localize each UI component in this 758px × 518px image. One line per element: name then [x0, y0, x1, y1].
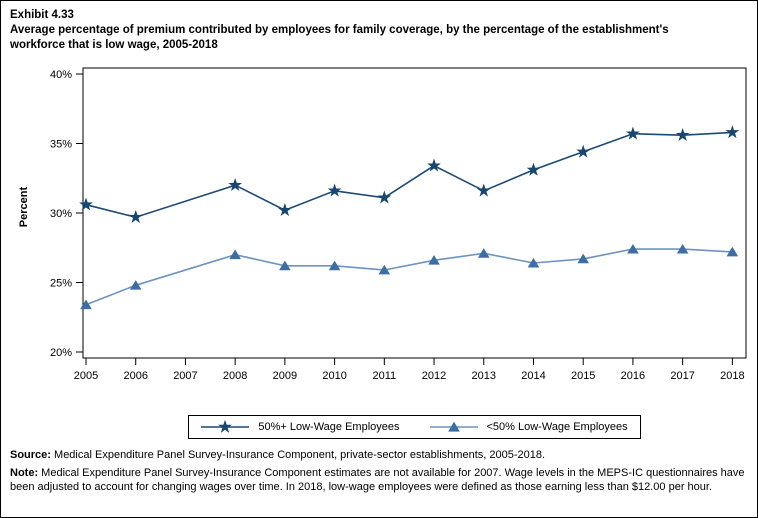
star-marker	[228, 178, 243, 192]
y-tick-label: 30%	[50, 208, 72, 220]
x-tick-label: 2007	[173, 370, 197, 382]
y-axis-title: Percent	[18, 186, 30, 227]
star-marker	[526, 162, 541, 176]
star-marker	[327, 183, 342, 197]
y-tick-label: 20%	[50, 347, 72, 359]
note-text: Medical Expenditure Panel Survey-Insuran…	[10, 466, 745, 494]
triangle-marker	[428, 255, 440, 265]
star-line-marker-icon	[201, 419, 250, 433]
x-tick-label: 2017	[670, 370, 694, 382]
x-tick-label: 2012	[422, 370, 446, 382]
star-marker	[725, 125, 740, 139]
note-label: Note:	[10, 466, 39, 479]
x-tick-label: 2016	[621, 370, 645, 382]
legend-entry-50plus-low-wage: 50%+ Low-Wage Employees	[201, 419, 400, 435]
star-marker	[626, 126, 640, 140]
legend-wrap: 50%+ Low-Wage Employees <50% Low-Wage Em…	[83, 415, 746, 439]
exhibit-number: Exhibit 4.33	[10, 9, 74, 21]
series-line-0	[85, 131, 733, 219]
y-tick-label: 35%	[50, 139, 72, 151]
legend-star-icon	[218, 419, 233, 433]
footnotes: Source: Medical Expenditure Panel Survey…	[10, 448, 752, 498]
x-tick-label: 2005	[74, 370, 98, 382]
legend-entry-under50-low-wage: <50% Low-Wage Employees	[429, 419, 628, 435]
star-marker	[278, 203, 292, 217]
triangle-line-marker-icon	[429, 421, 478, 432]
x-tick-label: 2018	[720, 370, 744, 382]
triangle-marker	[477, 248, 490, 258]
method-note: Note: Medical Expenditure Panel Survey-I…	[10, 466, 752, 495]
star-marker	[377, 190, 392, 204]
legend-label: <50% Low-Wage Employees	[486, 421, 628, 433]
y-tick-label: 40%	[50, 69, 72, 81]
source-text: Medical Expenditure Panel Survey-Insuran…	[54, 449, 546, 461]
y-tick-label: 25%	[50, 278, 72, 290]
triangle-marker	[527, 257, 540, 268]
legend-triangle-icon	[447, 421, 460, 432]
x-tick-label: 2009	[273, 370, 297, 382]
x-tick-label: 2015	[571, 370, 595, 382]
star-marker	[675, 127, 690, 141]
star-marker	[79, 197, 93, 211]
line-chart: 20% 25% 30% 35% 40% 2005 2006 2007 2008 2009 2010 2…	[18, 67, 747, 382]
triangle-marker	[627, 243, 639, 254]
star-marker	[576, 144, 591, 158]
triangle-marker	[129, 280, 142, 290]
triangle-marker	[577, 253, 589, 264]
x-tick-label: 2013	[472, 370, 496, 382]
plot-frame	[82, 67, 747, 359]
chart-title: Average percentage of premium contribute…	[10, 23, 669, 51]
star-marker	[427, 158, 441, 172]
x-tick-label: 2008	[223, 370, 247, 382]
legend-label: 50%+ Low-Wage Employees	[258, 421, 400, 433]
source-label: Source:	[10, 449, 51, 461]
title-block: Exhibit 4.33 Average percentage of premi…	[10, 8, 710, 53]
x-tick-label: 2006	[123, 370, 147, 382]
triangle-marker	[726, 246, 739, 257]
triangle-marker	[80, 299, 92, 310]
x-tick-label: 2010	[322, 370, 346, 382]
x-tick-label: 2011	[372, 370, 396, 382]
legend: 50%+ Low-Wage Employees <50% Low-Wage Em…	[188, 415, 641, 439]
source-note: Source: Medical Expenditure Panel Survey…	[10, 448, 752, 463]
x-tick-label: 2014	[521, 370, 545, 382]
triangle-marker	[279, 260, 291, 271]
triangle-marker	[676, 243, 689, 254]
star-marker	[128, 209, 143, 223]
triangle-marker	[328, 260, 341, 271]
series-line-1	[85, 248, 733, 306]
triangle-marker	[378, 264, 391, 275]
star-marker	[476, 183, 491, 197]
triangle-marker	[229, 249, 241, 260]
